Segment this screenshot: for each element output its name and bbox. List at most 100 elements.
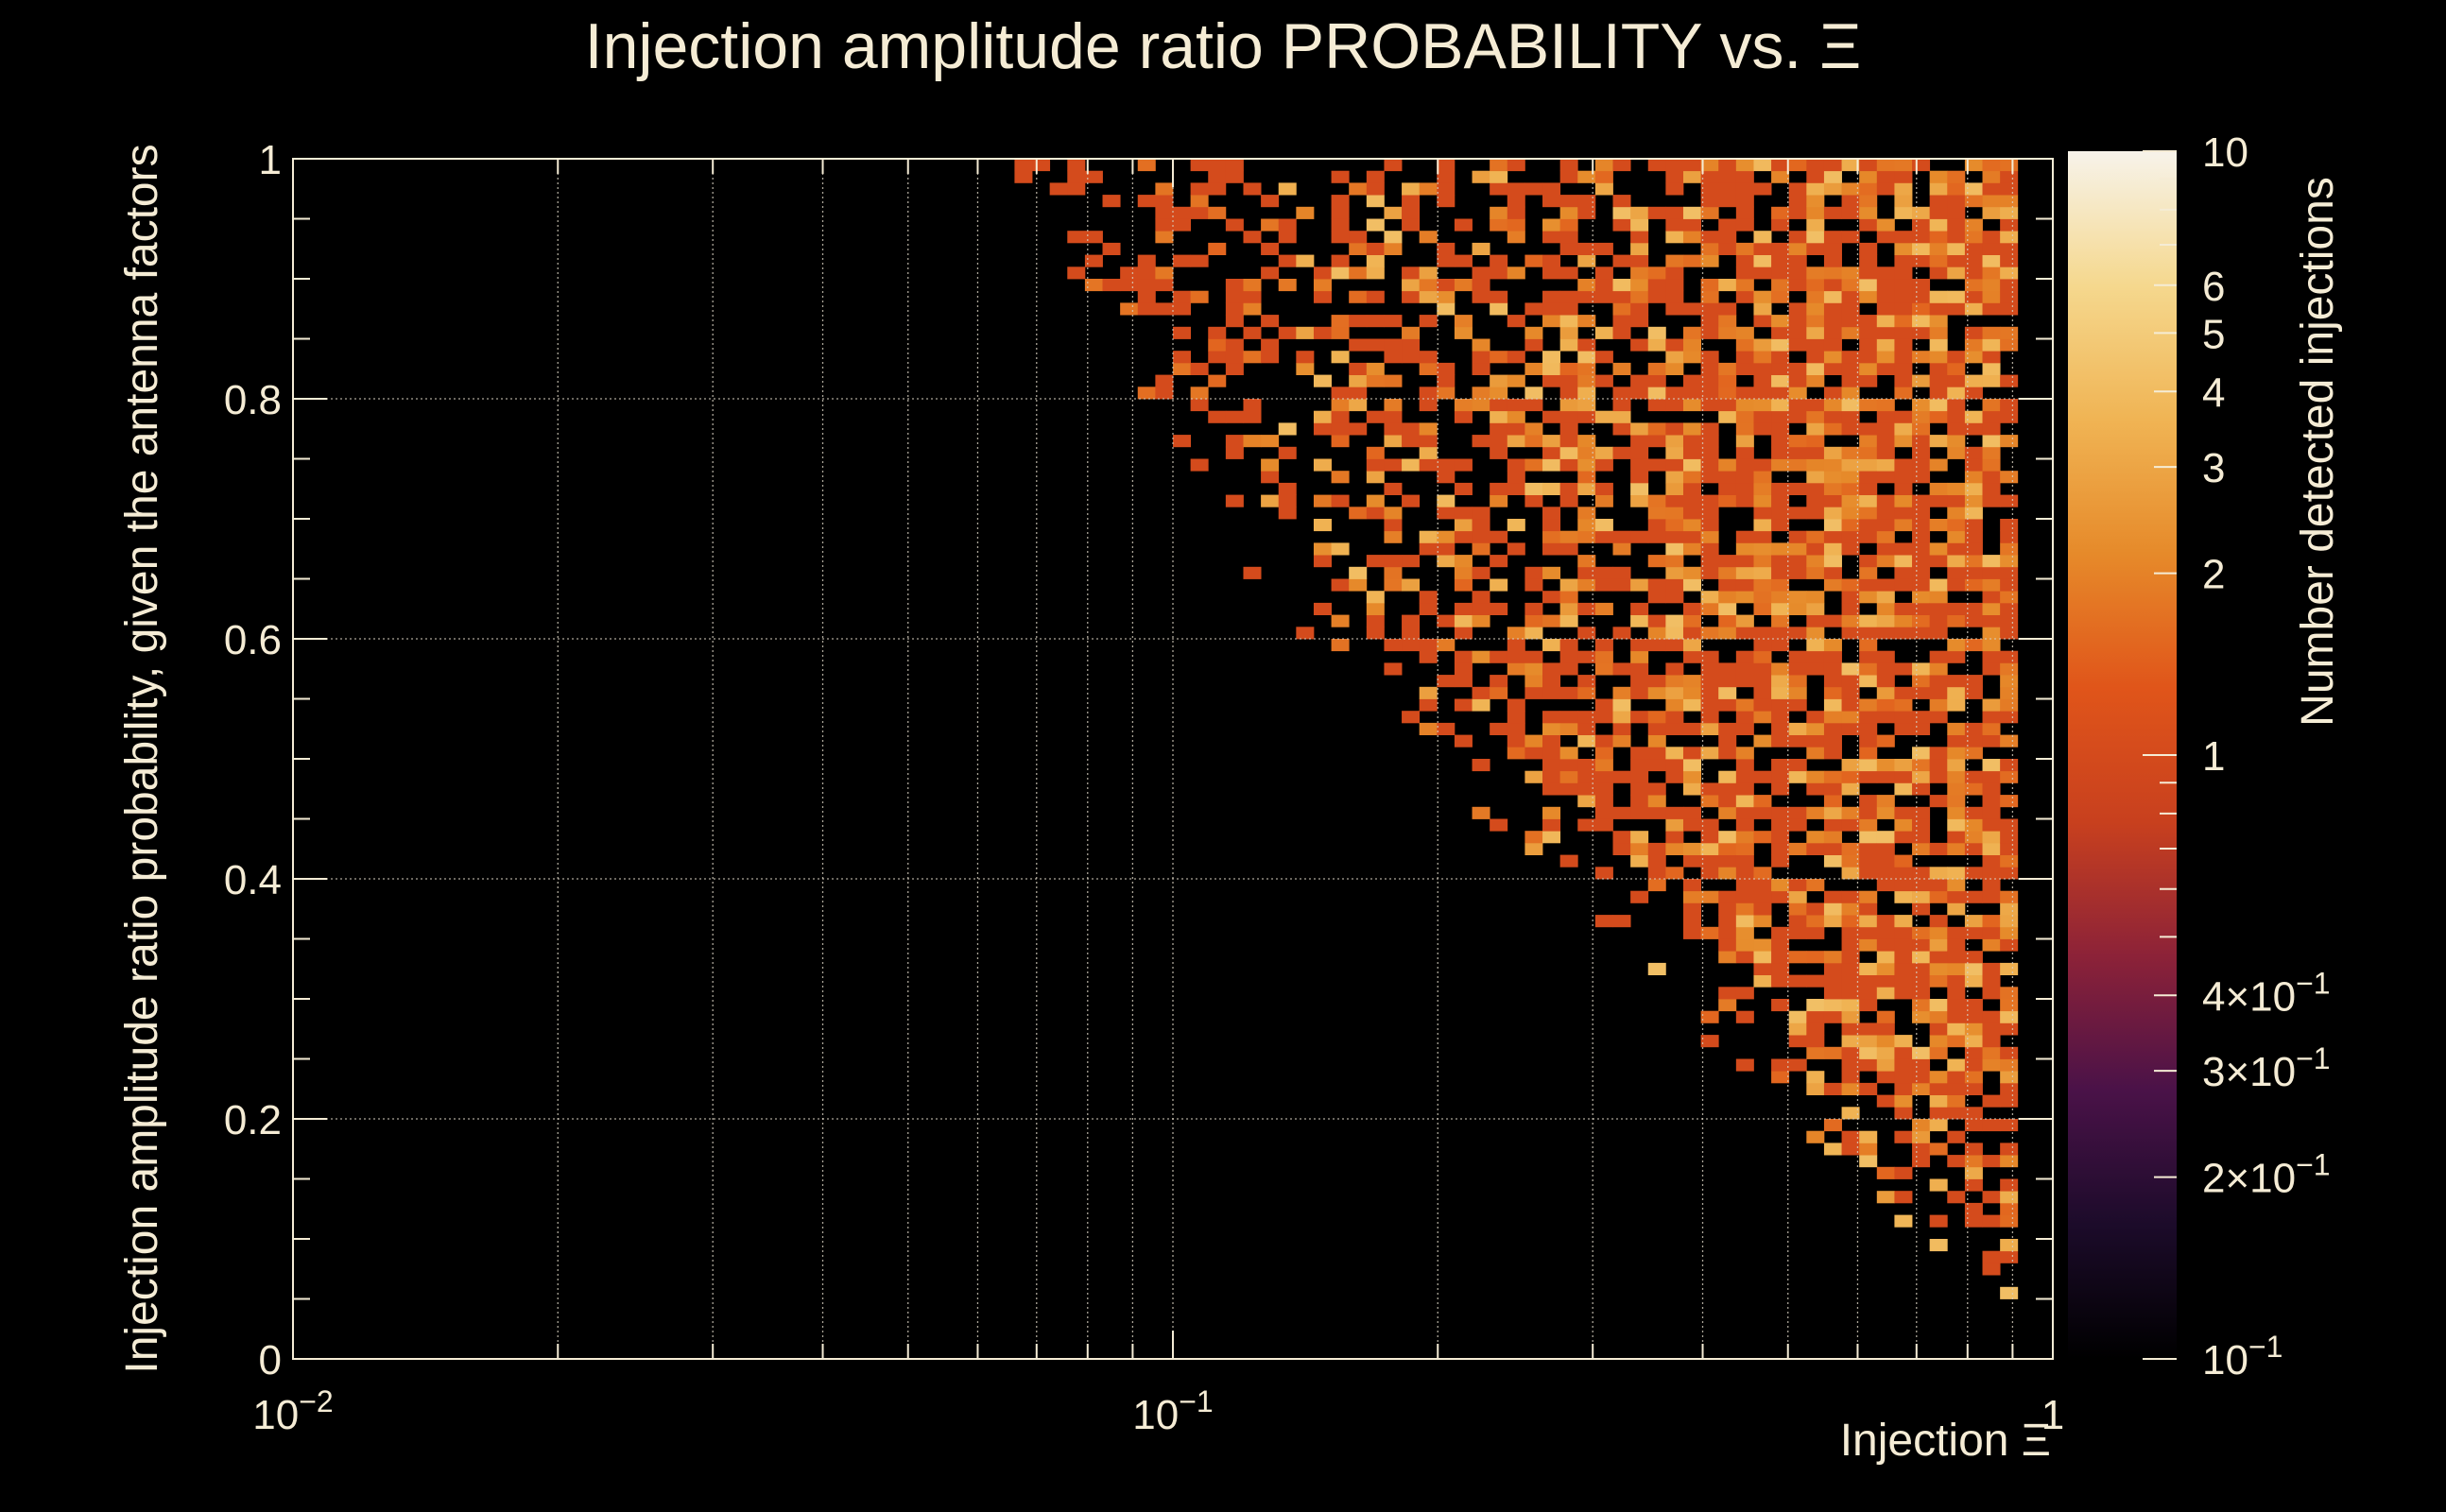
heatmap-cell <box>1823 962 1842 975</box>
heatmap-cell <box>1982 1022 2001 1036</box>
heatmap-cell <box>1929 170 1948 183</box>
heatmap-cell <box>1594 494 1613 507</box>
heatmap-cell <box>1190 387 1209 400</box>
heatmap-cell <box>1718 458 1737 472</box>
heatmap-cell <box>1612 842 1631 855</box>
heatmap-cell <box>1647 686 1666 699</box>
heatmap-cell <box>1559 711 1578 724</box>
heatmap-cell <box>1964 1071 1983 1084</box>
heatmap-cell <box>1735 351 1754 364</box>
heatmap-cell <box>1735 890 1754 903</box>
heatmap-cell <box>1718 842 1737 855</box>
heatmap-cell <box>1912 507 1931 520</box>
heatmap-cell <box>1753 266 1772 280</box>
heatmap-cell <box>1278 507 1297 520</box>
heatmap-cell <box>1524 686 1543 699</box>
heatmap-cell <box>2000 1010 2019 1023</box>
heatmap-cell <box>1594 711 1613 724</box>
heatmap-cell <box>1947 1035 1966 1048</box>
heatmap-cell <box>1542 734 1561 747</box>
heatmap-cell <box>1682 722 1701 735</box>
heatmap-cell <box>1912 902 1931 916</box>
heatmap-cell <box>1243 410 1262 423</box>
heatmap-cell <box>1753 519 1772 532</box>
heatmap-cell <box>1402 351 1421 364</box>
heatmap-cell <box>1067 159 1086 172</box>
heatmap-cell <box>1507 711 1525 724</box>
heatmap-cell <box>1894 987 1913 1000</box>
heatmap-cell <box>1682 602 1701 615</box>
heatmap-cell <box>1912 254 1931 267</box>
heatmap-cell <box>1771 818 1790 832</box>
heatmap-cell <box>1964 1143 1983 1156</box>
heatmap-cell <box>1490 555 1508 568</box>
heatmap-cell <box>1841 1071 1860 1084</box>
heatmap-cell <box>1735 338 1754 352</box>
heatmap-cell <box>1964 806 1983 819</box>
heatmap-cell <box>1964 974 1983 988</box>
heatmap-cell <box>1876 555 1895 568</box>
heatmap-cell <box>1788 182 1807 196</box>
heatmap-cell <box>1419 542 1438 556</box>
heatmap-cell <box>1947 650 1966 663</box>
heatmap-cell <box>1876 422 1895 436</box>
heatmap-cell <box>1929 182 1948 196</box>
heatmap-cell <box>1577 458 1596 472</box>
heatmap-cell <box>1876 795 1895 808</box>
heatmap-cell <box>1859 362 1878 375</box>
heatmap-cell <box>1947 530 1966 543</box>
heatmap-cell <box>2000 1022 2019 1036</box>
heatmap-cell <box>1682 542 1701 556</box>
heatmap-cell <box>1964 926 1983 939</box>
heatmap-cell <box>1982 494 2001 507</box>
heatmap-cell <box>1982 279 2001 292</box>
heatmap-cell <box>1823 519 1842 532</box>
heatmap-cell <box>1929 302 1948 316</box>
heatmap-cell <box>1929 1119 1948 1132</box>
heatmap-cell <box>1612 627 1631 640</box>
heatmap-cell <box>1313 519 1332 532</box>
heatmap-cell <box>1806 915 1825 928</box>
heatmap-cell <box>1859 974 1878 988</box>
heatmap-cell <box>1947 170 1966 183</box>
heatmap-cell <box>1700 1010 1719 1023</box>
heatmap-cell <box>1753 362 1772 375</box>
heatmap-cell <box>1437 542 1456 556</box>
heatmap-cell <box>1947 1155 1966 1168</box>
heatmap-cell <box>1806 530 1825 543</box>
heatmap-cell <box>1261 315 1280 328</box>
heatmap-cell <box>1665 206 1684 219</box>
heatmap-cell <box>1349 566 1368 579</box>
heatmap-cell <box>1243 435 1262 448</box>
heatmap-cell <box>1841 351 1860 364</box>
heatmap-cell <box>1313 494 1332 507</box>
heatmap-cell <box>1876 315 1895 328</box>
heatmap-cell <box>1647 507 1666 520</box>
heatmap-cell <box>1894 686 1913 699</box>
heatmap-cell <box>1806 806 1825 819</box>
heatmap-cell <box>1806 879 1825 892</box>
heatmap-cell <box>1559 435 1578 448</box>
heatmap-cell <box>1912 279 1931 292</box>
heatmap-cell <box>1982 159 2001 172</box>
heatmap-cell <box>1402 627 1421 640</box>
heatmap-cell <box>1700 542 1719 556</box>
heatmap-cell <box>1384 315 1403 328</box>
heatmap-cell <box>1665 818 1684 832</box>
heatmap-cell <box>1472 387 1490 400</box>
heatmap-cell <box>1841 902 1860 916</box>
heatmap-cell <box>1947 374 1966 387</box>
heatmap-cell <box>1120 302 1139 316</box>
heatmap-cell <box>1894 1130 1913 1143</box>
heatmap-cell <box>1577 722 1596 735</box>
heatmap-cell <box>1630 795 1649 808</box>
heatmap-cell <box>1788 698 1807 712</box>
heatmap-cell <box>1507 435 1525 448</box>
heatmap-cell <box>1594 915 1613 928</box>
heatmap-cell <box>1823 566 1842 579</box>
heatmap-cell <box>1384 639 1403 652</box>
heatmap-cell <box>1982 926 2001 939</box>
heatmap-cell <box>1384 410 1403 423</box>
heatmap-cell <box>1296 254 1315 267</box>
heatmap-cell <box>1982 1250 2001 1263</box>
